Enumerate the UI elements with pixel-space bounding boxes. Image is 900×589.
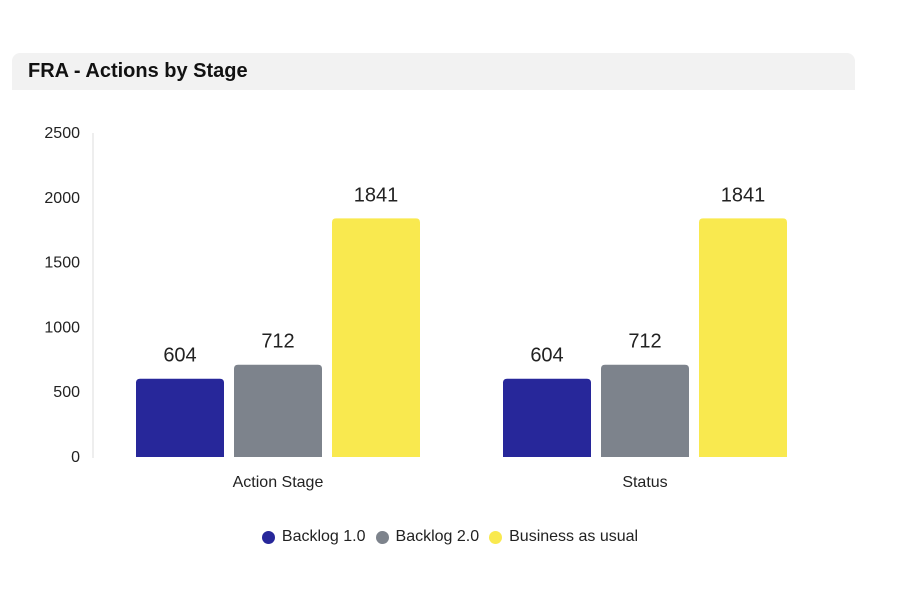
legend-label: Backlog 1.0	[281, 528, 366, 545]
y-tick-label: 2500	[44, 125, 80, 142]
bar-backlog-2-0-status[interactable]	[601, 364, 689, 457]
legend-item[interactable]: Business as usual	[489, 528, 638, 546]
data-label: 1841	[354, 184, 399, 206]
legend-swatch	[375, 530, 389, 544]
y-tick-label: 1000	[44, 319, 80, 336]
y-tick-label: 1500	[44, 255, 80, 272]
data-label: 712	[628, 331, 661, 353]
x-axis-labels: Action Stage Status	[233, 474, 668, 491]
bar-business-as-usual-action-stage[interactable]	[332, 218, 420, 457]
bar-backlog-2-0-action-stage[interactable]	[234, 364, 322, 457]
y-tick-label: 500	[53, 384, 80, 401]
legend-label: Backlog 2.0	[395, 528, 480, 545]
legend-item[interactable]: Backlog 2.0	[375, 528, 480, 546]
legend-item[interactable]: Backlog 1.0	[261, 528, 366, 546]
chart-header: FRA - Actions by Stage	[12, 53, 855, 90]
y-axis-ticks: 0 500 1000 1500 2000 2500	[44, 125, 80, 466]
data-label: 1841	[721, 184, 766, 206]
legend-label: Business as usual	[509, 528, 639, 545]
data-label: 604	[163, 345, 196, 367]
data-label: 712	[261, 331, 294, 353]
bars: 604 712 1841 604 712 1841	[136, 184, 787, 457]
chart-title: FRA - Actions by Stage	[28, 60, 248, 82]
legend-swatch	[261, 530, 275, 544]
y-tick-label: 2000	[44, 190, 80, 207]
x-category-label: Status	[622, 474, 667, 491]
data-label: 604	[530, 345, 563, 367]
legend: Backlog 1.0 Backlog 2.0 Business as usual	[0, 528, 900, 549]
bar-backlog-1-0-status[interactable]	[503, 378, 591, 457]
y-tick-label: 0	[71, 449, 80, 466]
bar-backlog-1-0-action-stage[interactable]	[136, 378, 224, 457]
bar-business-as-usual-status[interactable]	[699, 218, 787, 457]
legend-swatch	[489, 530, 503, 544]
x-category-label: Action Stage	[233, 474, 324, 491]
